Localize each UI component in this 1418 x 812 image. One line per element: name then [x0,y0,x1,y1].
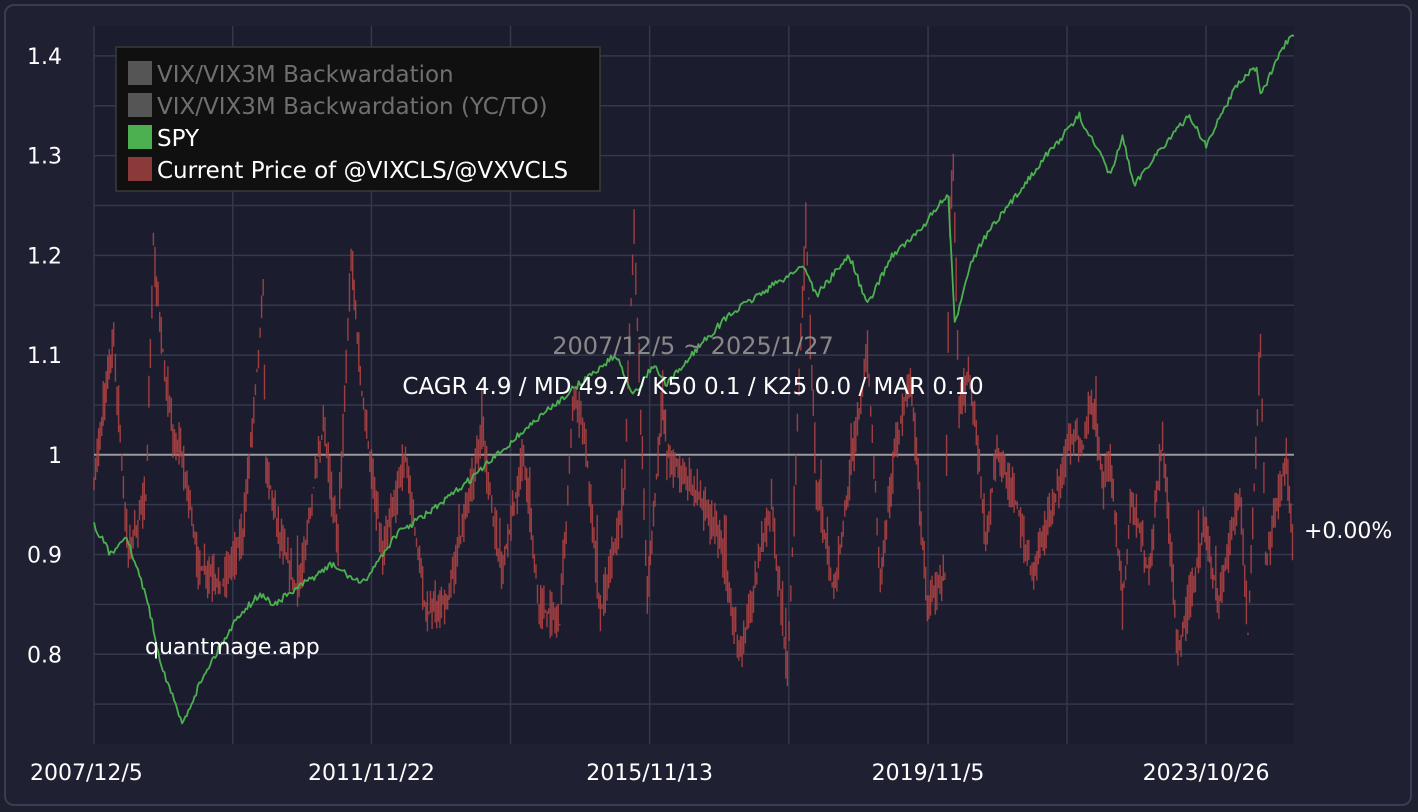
legend-item-vix-ratio[interactable]: Current Price of @VIXCLS/@VXVCLS [128,157,568,184]
legend-swatch [128,93,152,117]
series-vix-ratio [93,153,1294,687]
legend-label: Current Price of @VIXCLS/@VXVCLS [157,158,568,184]
date-range-label: 2007/12/5 ~ 2025/1/27 [552,332,833,360]
legend-label: VIX/VIX3M Backwardation [157,62,454,88]
legend-swatch [128,157,152,181]
y-tick-label: 0.8 [27,643,62,668]
axes: 0.8 0.9 1 1.1 1.2 1.3 1.4 2007/12/5 2011/11/22 20… [27,45,1269,786]
y-tick-label: 1 [48,444,62,469]
x-tick-label: 2011/11/22 [308,761,435,786]
legend-swatch [128,125,152,149]
y-tick-label: 0.9 [27,544,62,569]
watermark-label: quantmage.app [145,635,320,660]
x-tick-label: 2007/12/5 [30,761,143,786]
x-tick-label: 2019/11/5 [872,761,985,786]
legend: VIX/VIX3M Backwardation VIX/VIX3M Backwa… [115,46,601,192]
stats-label: CAGR 4.9 / MD 49.7 / K50 0.1 / K25 0.0 /… [402,374,983,400]
legend-label: SPY [157,126,200,152]
series-spy [93,34,1295,725]
x-tick-label: 2015/11/13 [586,761,713,786]
legend-item-vix-backwardation-yc-to[interactable]: VIX/VIX3M Backwardation (YC/TO) [128,93,548,120]
legend-swatch [128,61,152,85]
legend-box [115,46,601,192]
x-tick-label: 2023/10/26 [1143,761,1270,786]
series-group [93,34,1295,725]
y-tick-label: 1.3 [27,145,62,170]
legend-label: VIX/VIX3M Backwardation (YC/TO) [157,94,548,120]
legend-item-spy[interactable]: SPY [128,125,200,152]
y-tick-label: 1.4 [27,45,62,70]
change-label: +0.00% [1304,519,1392,544]
y-tick-label: 1.1 [27,344,62,369]
y-tick-label: 1.2 [27,244,62,269]
legend-item-vix-backwardation[interactable]: VIX/VIX3M Backwardation [128,61,454,88]
